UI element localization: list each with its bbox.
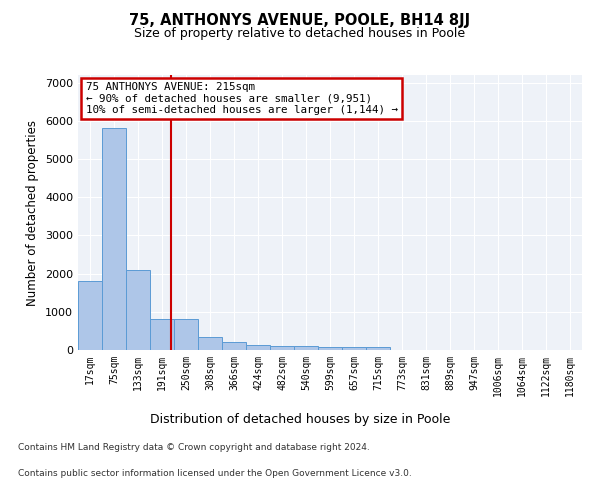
Bar [294, 346, 318, 350]
Bar [246, 346, 270, 350]
Text: Contains public sector information licensed under the Open Government Licence v3: Contains public sector information licen… [18, 468, 412, 477]
Bar [78, 281, 102, 350]
Text: 75, ANTHONYS AVENUE, POOLE, BH14 8JJ: 75, ANTHONYS AVENUE, POOLE, BH14 8JJ [130, 12, 470, 28]
Text: Size of property relative to detached houses in Poole: Size of property relative to detached ho… [134, 28, 466, 40]
Bar [126, 270, 150, 350]
Text: Distribution of detached houses by size in Poole: Distribution of detached houses by size … [150, 412, 450, 426]
Bar [102, 128, 126, 350]
Bar [342, 347, 366, 350]
Bar [174, 320, 198, 350]
Bar [222, 342, 246, 350]
Y-axis label: Number of detached properties: Number of detached properties [26, 120, 40, 306]
Bar [198, 336, 222, 350]
Text: Contains HM Land Registry data © Crown copyright and database right 2024.: Contains HM Land Registry data © Crown c… [18, 444, 370, 452]
Bar [318, 347, 342, 350]
Bar [270, 346, 294, 350]
Bar [366, 347, 390, 350]
Bar [150, 320, 174, 350]
Text: 75 ANTHONYS AVENUE: 215sqm
← 90% of detached houses are smaller (9,951)
10% of s: 75 ANTHONYS AVENUE: 215sqm ← 90% of deta… [86, 82, 398, 115]
